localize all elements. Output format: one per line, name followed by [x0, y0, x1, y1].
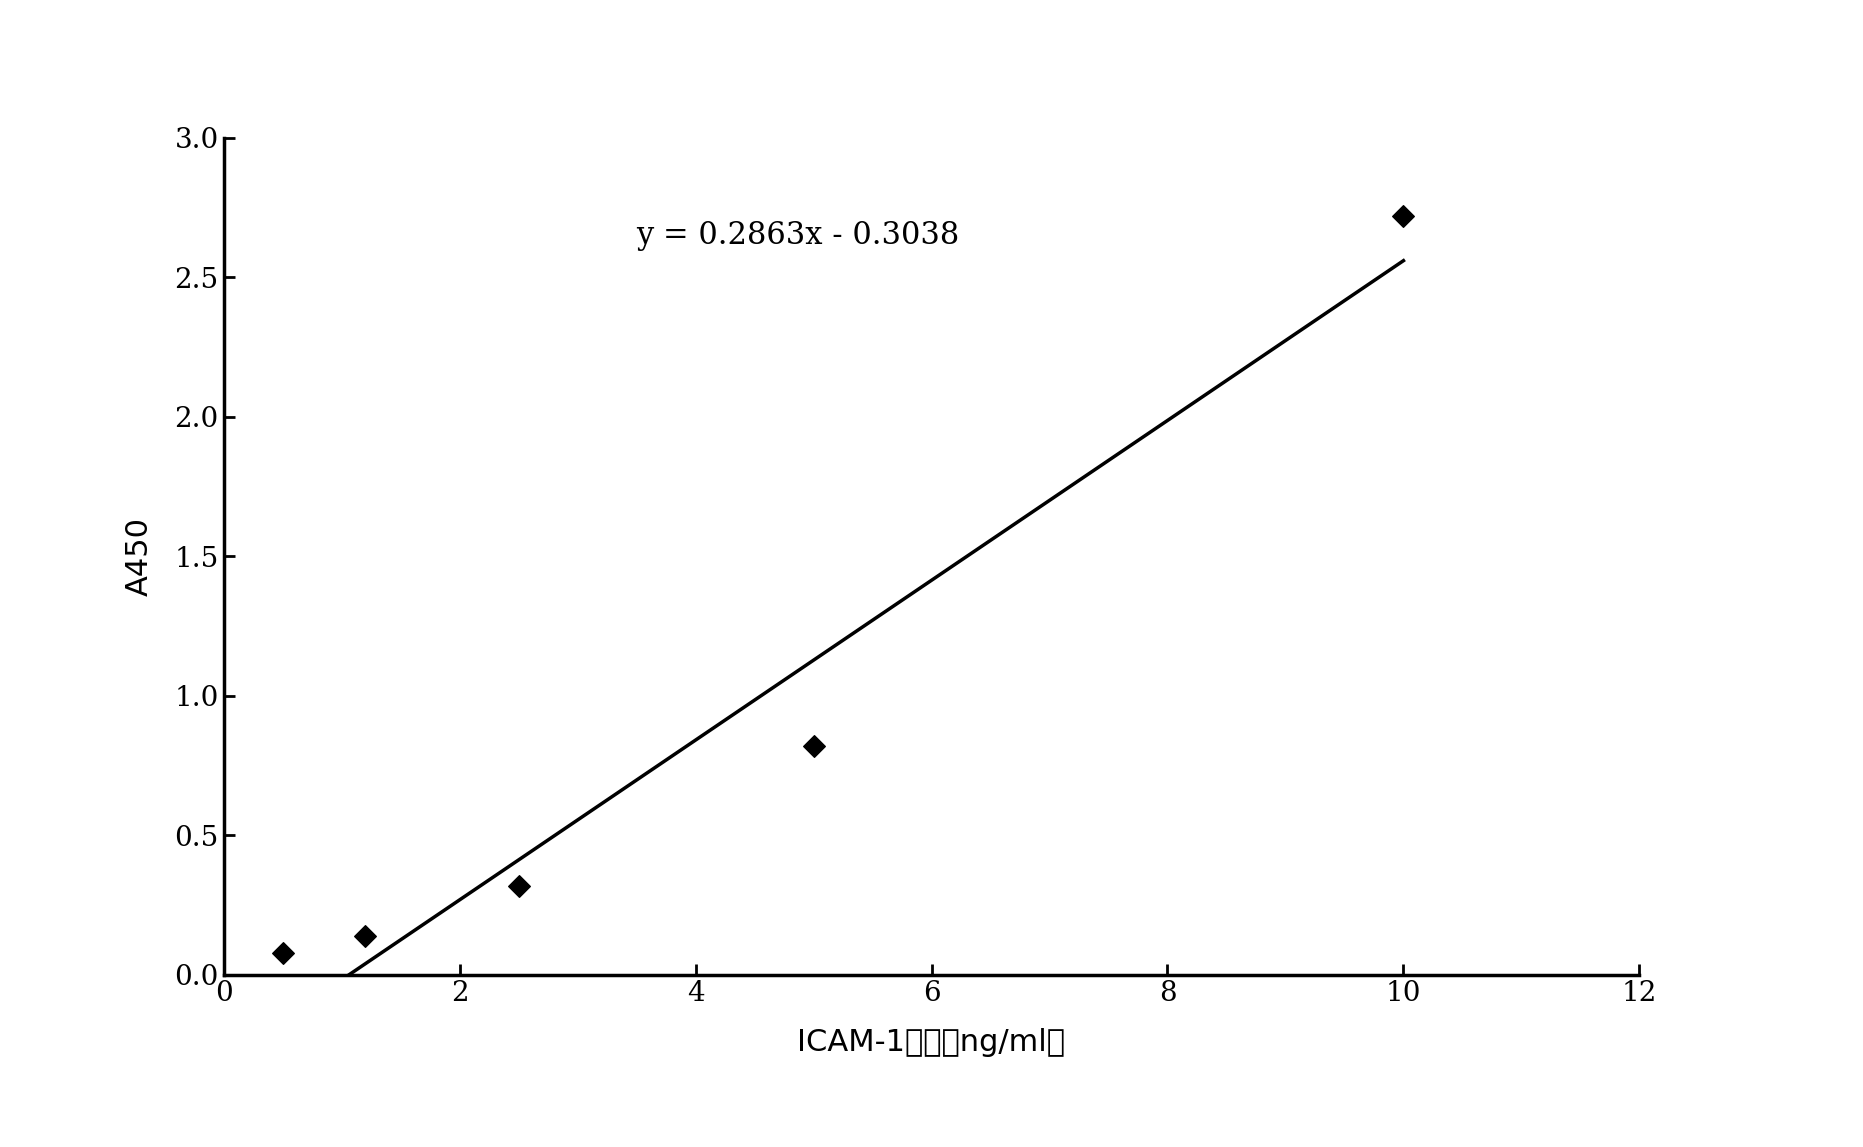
Text: y = 0.2863x - 0.3038: y = 0.2863x - 0.3038 [637, 220, 959, 251]
Point [1388, 206, 1418, 225]
X-axis label: ICAM-1浓度（ng/ml）: ICAM-1浓度（ng/ml） [797, 1028, 1066, 1056]
Point [503, 876, 533, 895]
Point [799, 736, 829, 755]
Point [350, 927, 380, 945]
Point [268, 944, 298, 962]
Y-axis label: A450: A450 [125, 517, 153, 595]
